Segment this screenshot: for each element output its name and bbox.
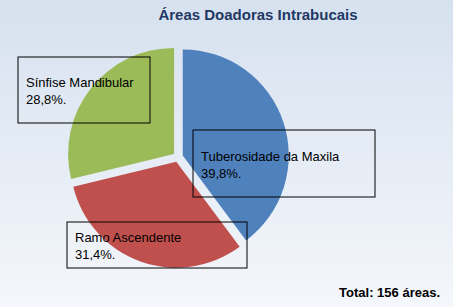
background [0, 0, 453, 307]
data-labels: Tuberosidade da Maxila 39,8%. Ramo Ascende… [18, 57, 375, 268]
label-frame [18, 57, 150, 123]
slice [68, 48, 174, 179]
annotation: Total: 156 áreas. [339, 285, 440, 300]
label-box: Ramo Ascendente 31,4%. [67, 222, 247, 268]
label-frame [67, 222, 247, 268]
value-label: 31,4%. [75, 247, 115, 262]
label-box: Tuberosidade da Maxila 39,8%. [193, 130, 375, 197]
category-label: Tuberosidade da Maxila [201, 149, 340, 164]
chart: Áreas Doadoras Intrabucais Tuberosidade d… [0, 0, 453, 307]
value-label: 28,8%. [26, 92, 66, 107]
category-label: Sínfise Mandibular [26, 75, 134, 90]
label-box: Sínfise Mandibular 28,8%. [18, 57, 150, 123]
value-label: 39,8%. [201, 166, 241, 181]
title: Áreas Doadoras Intrabucais [158, 6, 357, 23]
category-label: Ramo Ascendente [75, 230, 181, 245]
label-frame [193, 130, 375, 197]
